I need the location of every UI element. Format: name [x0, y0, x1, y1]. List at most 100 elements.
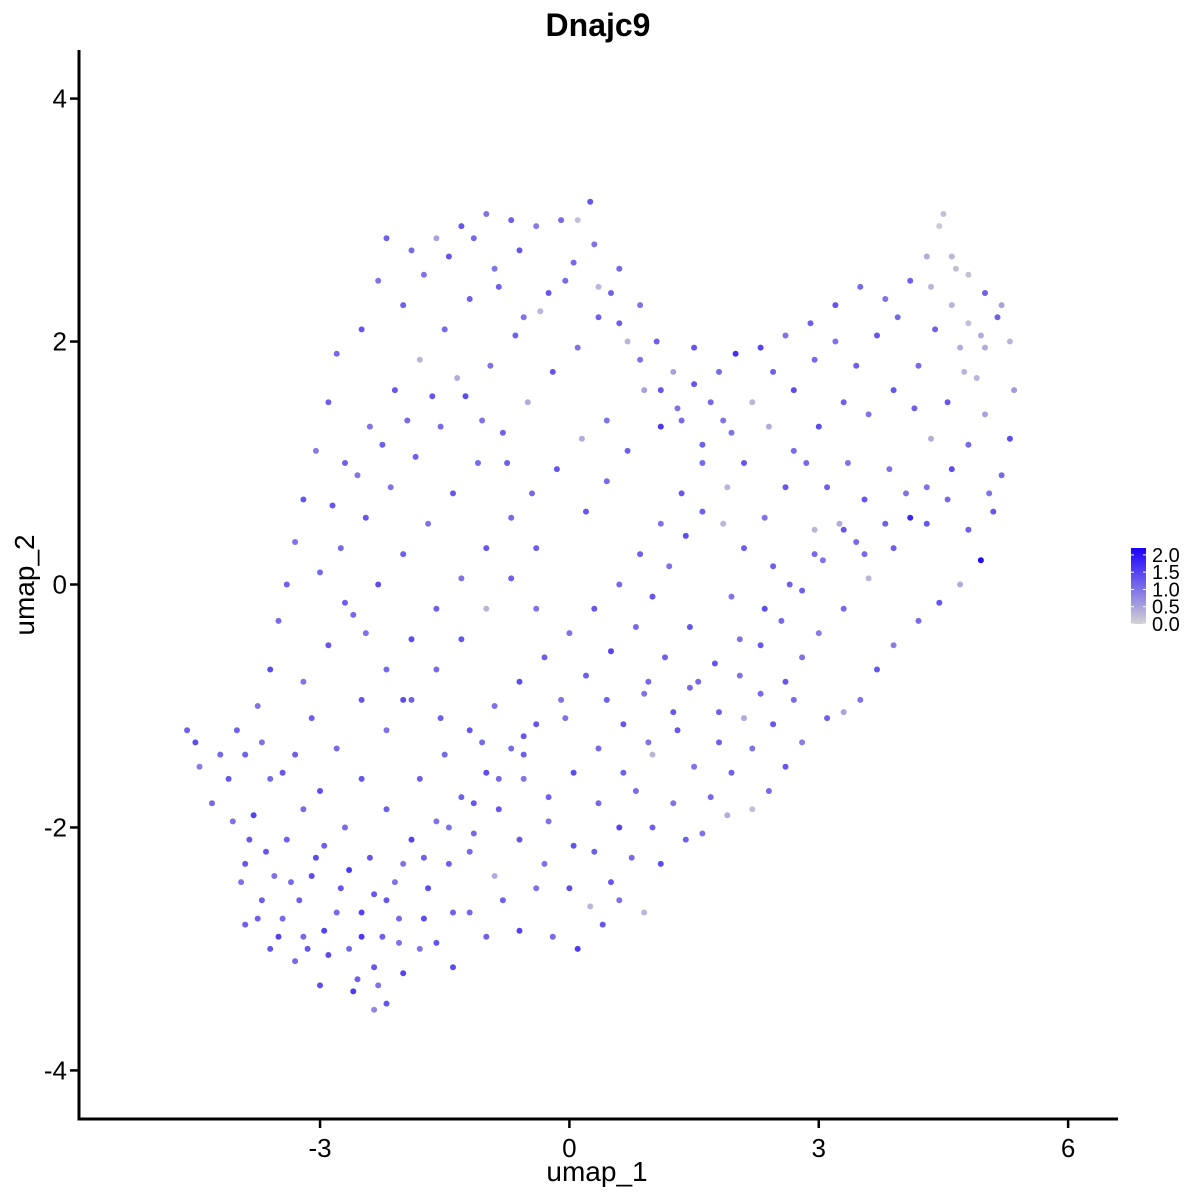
cell-point: [537, 308, 544, 315]
cell-point: [587, 198, 594, 205]
cell-point: [516, 927, 523, 934]
cell-point: [583, 672, 589, 679]
cell-point: [225, 775, 232, 782]
cell-point: [670, 800, 677, 807]
cell-point: [632, 788, 639, 794]
cell-point: [333, 909, 340, 916]
y-tick-label: 2: [53, 327, 67, 357]
cell-point: [977, 557, 984, 564]
cell-point: [911, 405, 918, 412]
cell-point: [840, 526, 847, 533]
cell-point: [283, 836, 290, 843]
cell-point: [840, 709, 847, 716]
cell-point: [545, 818, 552, 825]
cell-point: [508, 575, 515, 582]
cell-point: [508, 217, 515, 224]
cell-point: [562, 277, 569, 284]
cell-point: [948, 466, 955, 473]
cell-point: [874, 332, 880, 339]
cell-point: [375, 277, 382, 284]
cell-point: [977, 332, 984, 339]
cell-point: [741, 715, 747, 722]
cell-point: [699, 830, 706, 837]
cell-point: [450, 909, 456, 916]
cell-point: [358, 326, 365, 333]
cell-point: [936, 223, 943, 230]
cell-point: [782, 484, 789, 491]
cell-point: [741, 545, 747, 552]
cell-point: [608, 648, 614, 655]
cell-point: [379, 441, 386, 448]
cell-point: [844, 460, 851, 466]
cell-point: [603, 478, 610, 485]
cell-point: [504, 460, 511, 466]
cell-point: [799, 654, 806, 661]
cell-point: [570, 842, 577, 849]
cell-point: [641, 387, 648, 394]
cell-point: [637, 551, 644, 558]
cell-point: [516, 247, 523, 254]
cell-point: [333, 745, 340, 752]
legend-tick-label: 1.0: [1152, 579, 1180, 601]
cell-point: [433, 235, 440, 242]
cell-point: [657, 387, 664, 394]
cell-point: [483, 211, 490, 217]
cell-point: [466, 848, 473, 855]
cell-point: [761, 514, 768, 521]
cell-point: [1006, 338, 1013, 345]
cell-point: [321, 842, 328, 849]
cell-point: [965, 320, 972, 327]
cell-point: [383, 806, 390, 813]
cell-point: [915, 362, 922, 369]
cell-point: [790, 696, 797, 703]
cell-point: [982, 290, 988, 296]
cell-point: [923, 520, 930, 527]
cell-point: [853, 539, 860, 545]
cell-point: [462, 393, 469, 400]
cell-point: [458, 575, 465, 582]
cell-point: [840, 399, 847, 406]
y-axis-ticks: -4 -2 0 2 4: [44, 84, 79, 1085]
legend-tick-label: 2.0: [1152, 545, 1180, 567]
cell-point: [682, 836, 689, 843]
cell-point: [765, 423, 772, 430]
x-axis-title: umap_1: [546, 1156, 647, 1187]
cell-point: [246, 836, 253, 843]
legend-tick-label: 0.0: [1152, 614, 1180, 636]
cell-point: [641, 690, 648, 697]
cell-point: [637, 356, 644, 363]
cell-point: [483, 545, 490, 552]
cell-point: [454, 375, 461, 381]
cell-point: [861, 496, 868, 503]
cell-point: [458, 636, 465, 643]
cell-point: [628, 854, 635, 861]
cell-point: [720, 520, 727, 527]
cell-point: [666, 563, 673, 570]
cell-point: [362, 630, 369, 637]
cell-point: [670, 709, 677, 716]
cell-point: [757, 642, 764, 649]
cell-point: [724, 484, 731, 491]
cell-point: [770, 368, 777, 375]
cell-point: [400, 551, 407, 558]
cell-point: [254, 703, 261, 709]
cell-point: [587, 903, 594, 910]
cell-point: [965, 526, 972, 533]
cell-point: [196, 763, 203, 770]
cell-point: [699, 441, 706, 448]
legend-colorbar: [1131, 548, 1146, 624]
cell-point: [184, 727, 191, 734]
cell-point: [861, 551, 868, 558]
cell-point: [358, 933, 365, 940]
cell-point: [803, 460, 810, 466]
cell-point: [541, 654, 548, 661]
cell-point: [857, 283, 864, 290]
cell-point: [998, 472, 1005, 479]
cell-point: [342, 824, 348, 831]
cell-point: [699, 508, 706, 515]
cell-point: [304, 945, 311, 952]
y-axis-title: umap_2: [9, 534, 40, 635]
cell-point: [707, 794, 714, 801]
cell-point: [948, 302, 955, 309]
cell-point: [238, 879, 245, 886]
